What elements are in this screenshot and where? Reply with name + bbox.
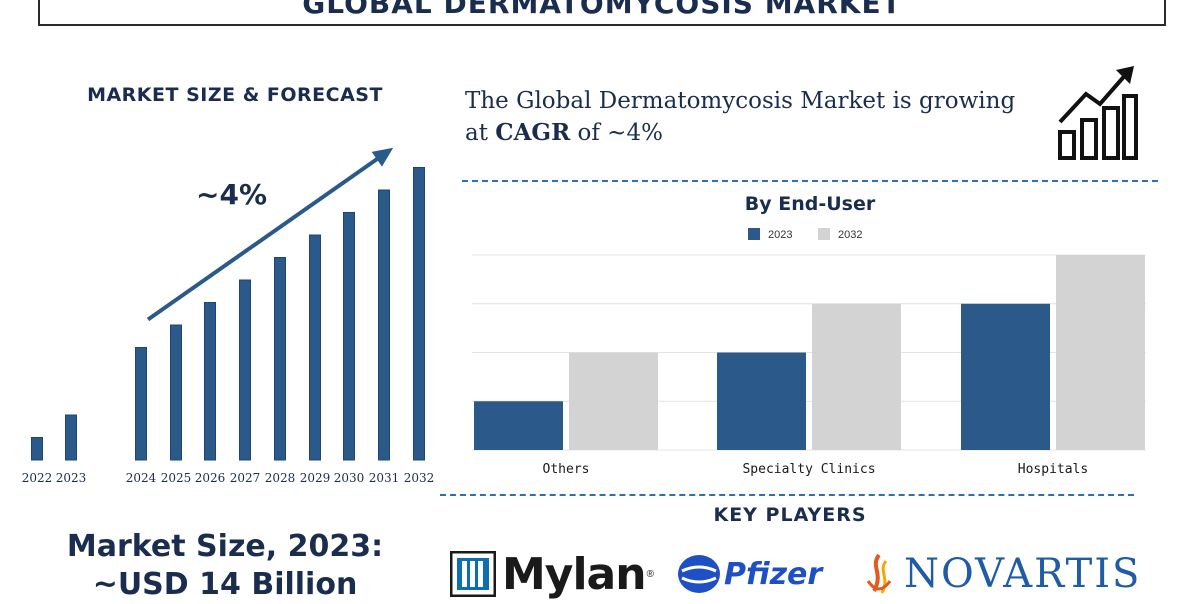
end-user-bar-hospitals-2032	[1056, 255, 1145, 450]
trend-arrow-head	[371, 147, 394, 167]
forecast-bar-2027	[239, 279, 251, 461]
end-user-category-specialty-clinics: Specialty Clinics	[742, 462, 875, 477]
cagr-annotation: ~4%	[196, 178, 267, 211]
forecast-bar-chart: 2022 2023 2024 2025 2026 2027 2028 2029 2030 2031…	[22, 147, 435, 485]
forecast-bar-2023	[65, 414, 77, 461]
end-user-chart-title: By End-User	[744, 193, 876, 215]
market-size-line2: ~USD 14 Billion	[92, 567, 358, 602]
end-user-category-hospitals: Hospitals	[1018, 462, 1088, 477]
legend-swatch-2032	[818, 228, 830, 240]
forecast-tick-2030: 2030	[334, 471, 365, 485]
forecast-tick-2024: 2024	[126, 471, 157, 485]
cagr-emphasis: CAGR	[495, 119, 571, 146]
forecast-bar-2026	[204, 302, 216, 461]
title-banner: GLOBAL DERMATOMYCOSIS MARKET	[38, 0, 1166, 26]
divider-bottom	[440, 494, 1134, 496]
forecast-bar-2025	[170, 324, 182, 461]
forecast-tick-2022: 2022	[22, 471, 53, 485]
forecast-tick-2029: 2029	[300, 471, 331, 485]
forecast-tick-2028: 2028	[265, 471, 296, 485]
mylan-mark-icon	[450, 551, 496, 597]
novartis-wordmark: NOVARTIS	[904, 551, 1142, 597]
mylan-wordmark: Mylan	[502, 548, 647, 600]
forecast-bar-2028	[274, 257, 286, 461]
end-user-bar-others-2023	[474, 401, 563, 450]
forecast-bar-2029	[309, 234, 321, 461]
market-size-forecast-heading: MARKET SIZE & FORECAST	[87, 84, 383, 106]
end-user-bar-others-2032	[569, 352, 658, 450]
market-size-2023: Market Size, 2023: ~USD 14 Billion	[30, 528, 420, 604]
forecast-tick-2027: 2027	[230, 471, 261, 485]
pfizer-wordmark: Pfizer	[724, 556, 823, 592]
forecast-tick-2023: 2023	[56, 471, 87, 485]
novartis-flame-icon	[866, 553, 892, 594]
forecast-tick-2031: 2031	[369, 471, 400, 485]
forecast-bar-2032	[413, 167, 425, 461]
legend-swatch-2023	[748, 228, 760, 240]
forecast-bar-2022	[31, 437, 43, 461]
trend-arrow	[146, 151, 387, 322]
forecast-tick-2025: 2025	[161, 471, 192, 485]
novartis-logo: NOVARTIS	[864, 548, 1141, 600]
end-user-bar-chart: 2023 2032 Others Specialty Clinics Hospital…	[472, 228, 1146, 477]
legend-label-2032: 2032	[838, 229, 862, 241]
mylan-registered-mark: ®	[646, 568, 654, 580]
page-title: GLOBAL DERMATOMYCOSIS MARKET	[302, 0, 902, 20]
end-user-bar-specialty-clinics-2023	[717, 352, 806, 450]
end-user-bar-hospitals-2023	[961, 303, 1050, 450]
pfizer-mark-icon	[678, 555, 720, 593]
market-size-line1: Market Size, 2023:	[66, 529, 384, 564]
forecast-bar-2024	[135, 347, 147, 461]
cagr-prefix: The Global Dermatomycosis Market is grow…	[465, 88, 1016, 146]
bar-growth-arrow-icon	[1058, 66, 1138, 160]
pfizer-logo: Pfizer	[676, 548, 822, 600]
divider-top	[462, 180, 1158, 182]
legend-label-2023: 2023	[768, 229, 792, 241]
forecast-bar-2031	[378, 189, 390, 461]
cagr-statement: The Global Dermatomycosis Market is grow…	[465, 86, 1025, 149]
forecast-tick-2026: 2026	[195, 471, 226, 485]
key-players-heading: KEY PLAYERS	[713, 504, 867, 526]
cagr-suffix: of ~4%	[577, 120, 663, 146]
end-user-category-others: Others	[543, 462, 590, 477]
end-user-bar-specialty-clinics-2032	[812, 303, 901, 450]
mylan-logo: Mylan ®	[450, 548, 654, 600]
forecast-bar-2030	[343, 212, 355, 461]
forecast-tick-2032: 2032	[404, 471, 435, 485]
